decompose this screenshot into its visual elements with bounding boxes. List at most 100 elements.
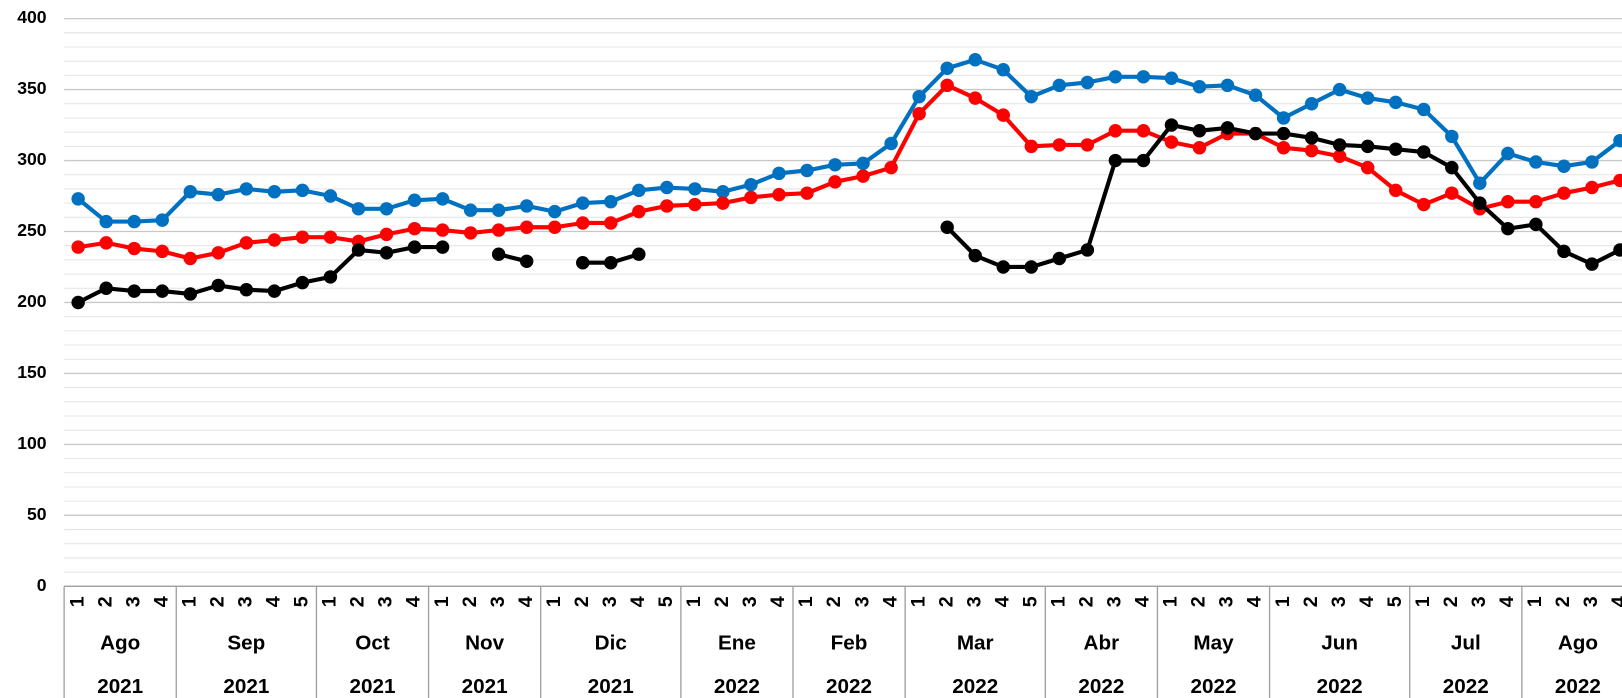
point [1108,124,1123,138]
point [155,244,169,259]
week-label: 3 [599,596,621,607]
week-label: 2 [1188,596,1210,607]
point [1052,78,1067,93]
point [211,187,226,202]
week-label: 5 [655,596,677,607]
point [604,216,618,230]
point [660,199,674,213]
point [407,240,422,254]
point [1192,80,1207,94]
point [1304,143,1319,158]
point [604,194,618,209]
point [1220,78,1235,93]
year-label: 2022 [1078,675,1124,698]
week-label: 4 [403,596,425,607]
month-label: Feb [831,632,868,655]
point [1388,183,1403,198]
series-line [76,57,1622,224]
point [547,220,562,234]
week-label: 1 [907,596,929,607]
week-label: 5 [1384,596,1406,607]
point [576,196,590,210]
point [295,275,310,290]
point [71,192,85,206]
point [1529,194,1543,209]
point [379,202,394,216]
point [828,158,842,172]
point [1024,89,1039,104]
y-tick-label: 50 [27,504,47,524]
week-label: 3 [1580,596,1602,607]
point [1388,95,1403,110]
week-label: 1 [431,596,453,607]
point [1080,75,1095,90]
month-label: Mar [957,632,994,655]
point [127,214,141,229]
point [1360,91,1375,105]
week-label: 2 [1440,596,1462,607]
point [772,166,786,181]
point [1332,82,1347,97]
point [1192,124,1207,138]
point [1136,153,1151,168]
point [183,251,198,266]
point [1332,149,1347,164]
point [940,61,954,76]
year-label: 2022 [1317,675,1363,698]
week-label: 4 [1356,596,1378,607]
point [239,236,254,250]
month-label: Nov [465,632,505,655]
point [71,295,85,310]
point [127,284,141,298]
week-label: 3 [487,596,509,607]
point [267,233,282,247]
point [1417,197,1431,212]
point [996,108,1010,122]
point [1501,221,1515,236]
point [1248,88,1263,102]
point [71,240,85,254]
point [323,270,338,284]
week-label: 4 [627,596,649,607]
point [99,236,113,250]
point [379,246,394,260]
point [604,256,618,270]
point [547,204,562,219]
week-label: 4 [1132,596,1154,607]
point [772,187,786,202]
week-label: 2 [207,596,229,607]
week-label: 1 [66,596,88,607]
year-label: 2021 [223,675,269,698]
month-label: Jul [1451,632,1481,655]
point [295,183,310,198]
point [800,163,814,178]
y-tick-label: 200 [17,291,47,311]
point [688,182,702,196]
point [1108,70,1123,84]
point [127,241,141,256]
point [1557,244,1571,259]
month-label: Dic [595,632,627,655]
point [239,282,254,297]
week-label: 3 [739,596,761,607]
point [323,189,338,203]
week-label: 3 [1468,596,1490,607]
point [239,182,254,196]
month-label: Sep [227,632,265,655]
week-label: 1 [1048,596,1070,607]
point [351,202,366,216]
point [1248,126,1263,141]
week-label: 3 [1328,596,1350,607]
week-label: 1 [1524,596,1546,607]
point [379,227,394,242]
point [688,197,702,212]
point [716,185,730,199]
point [1360,139,1375,154]
y-tick-label: 400 [17,7,47,27]
point [744,190,758,205]
week-label: 2 [1076,596,1098,607]
year-label: 2021 [462,675,508,698]
year-label: 2022 [1443,675,1489,698]
point [660,180,674,195]
point [211,246,226,260]
